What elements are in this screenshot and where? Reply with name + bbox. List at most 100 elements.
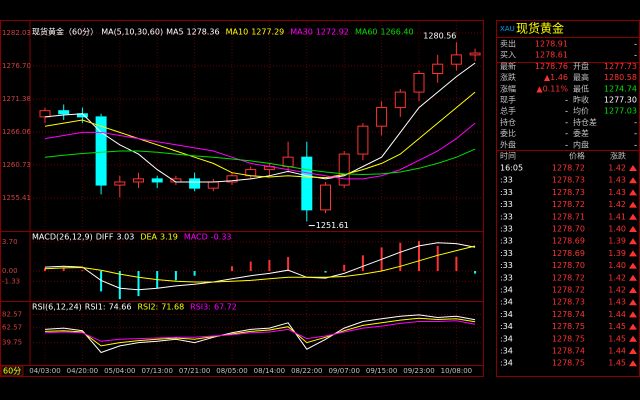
candle-body bbox=[394, 91, 406, 109]
trade-cell: :34 bbox=[500, 359, 513, 368]
trade-cell: :33 bbox=[500, 176, 513, 185]
trade-header: 时间 bbox=[500, 151, 516, 161]
quote-label: 持仓差 bbox=[573, 117, 597, 127]
candle-body bbox=[357, 125, 369, 155]
x-tick-label: 09/15:00 bbox=[366, 367, 397, 375]
legend-value: 3.19 bbox=[160, 233, 178, 242]
quote-label: 总手 bbox=[500, 106, 516, 116]
quote-value: - bbox=[565, 129, 568, 138]
up-arrow bbox=[629, 250, 637, 257]
trade-cell: 1.45 bbox=[608, 359, 626, 368]
legend-value: 3.03 bbox=[117, 233, 135, 242]
quote-label: 最低 bbox=[573, 83, 589, 93]
trade-cell: 1.44 bbox=[608, 310, 626, 319]
candle-body bbox=[133, 178, 144, 183]
up-arrow bbox=[629, 348, 637, 354]
trade-cell: 1.40 bbox=[608, 225, 626, 234]
quote-label: 现手 bbox=[500, 95, 516, 105]
up-arrow bbox=[629, 201, 637, 208]
y-tick-label: 62.57 bbox=[2, 324, 22, 332]
up-arrow bbox=[629, 238, 637, 245]
trade-cell: 1278.74 bbox=[552, 347, 585, 356]
x-tick-label: 07/13:00 bbox=[141, 367, 172, 375]
quote-label: 内盘 bbox=[573, 139, 589, 149]
x-tick-label: 08/14:00 bbox=[254, 367, 285, 375]
indicator-line bbox=[44, 320, 476, 342]
trade-cell: 1.41 bbox=[608, 212, 626, 221]
indicator-line bbox=[44, 242, 476, 291]
trade-cell: 1.42 bbox=[608, 200, 626, 209]
x-tick-label: 10/08:00 bbox=[441, 367, 472, 375]
trade-cell: :33 bbox=[500, 273, 513, 282]
trade-cell: 1.43 bbox=[608, 188, 626, 197]
trade-cell: :33 bbox=[500, 200, 513, 209]
quote-label: 卖出 bbox=[500, 39, 516, 49]
trade-cell: :34 bbox=[500, 347, 513, 356]
chart-title: 现货黄金（60分） bbox=[32, 27, 98, 37]
indicator-line bbox=[44, 62, 476, 183]
quote-value: 1278.91 bbox=[535, 40, 568, 49]
trade-cell: 1.45 bbox=[608, 334, 626, 343]
up-arrow bbox=[629, 335, 637, 342]
quote-label: 涨幅 bbox=[500, 83, 516, 93]
trade-cell: 1278.73 bbox=[552, 298, 585, 307]
quote-value: - bbox=[565, 140, 568, 149]
quote-value: - bbox=[634, 140, 637, 149]
quote-value: 1278.61 bbox=[535, 51, 568, 60]
quote-label: 开盘 bbox=[573, 61, 589, 71]
quote-value: 1277.03 bbox=[604, 107, 637, 116]
up-arrow bbox=[629, 274, 637, 281]
candle-body bbox=[450, 54, 462, 65]
up-arrow bbox=[629, 226, 637, 232]
period-label[interactable]: 60分 bbox=[3, 367, 21, 376]
x-tick-label: 08/05:00 bbox=[216, 367, 247, 375]
candle-body bbox=[432, 63, 444, 74]
candle-body bbox=[338, 153, 350, 186]
trade-cell: 1.39 bbox=[608, 237, 626, 246]
candle-body bbox=[95, 116, 107, 186]
quote-label: 均价 bbox=[573, 106, 589, 116]
quote-name: 现货黄金 bbox=[516, 21, 564, 36]
legend-name: DEA bbox=[140, 233, 157, 242]
candle-body bbox=[301, 156, 313, 211]
candle-body bbox=[376, 107, 388, 127]
y-tick-label: 82.57 bbox=[2, 310, 22, 318]
trade-cell: 1278.72 bbox=[552, 200, 585, 209]
legend-value: 74.66 bbox=[109, 303, 132, 312]
y-tick-label: 39.75 bbox=[2, 339, 22, 347]
y-tick-label: 1260.73 bbox=[2, 161, 31, 169]
trade-cell: 1278.72 bbox=[552, 273, 585, 282]
quote-label: 持仓 bbox=[500, 117, 516, 127]
trade-cell: 1.43 bbox=[608, 176, 626, 185]
candle-body bbox=[207, 181, 219, 189]
quote-value: - bbox=[634, 51, 637, 60]
trade-cell: 1278.75 bbox=[552, 322, 585, 331]
quote-value: - bbox=[634, 118, 637, 127]
quote-label: 涨跌 bbox=[500, 72, 516, 82]
trade-cell: 1278.73 bbox=[552, 176, 585, 185]
trade-cell: 1278.71 bbox=[552, 212, 585, 221]
quote-value: - bbox=[565, 96, 568, 105]
trade-header: 涨跌 bbox=[610, 151, 626, 161]
up-arrow bbox=[629, 262, 637, 269]
legend-name: DIFF bbox=[96, 233, 114, 242]
indicator-name: MA(5,10,30,60) bbox=[101, 28, 163, 37]
trade-cell: 1278.73 bbox=[552, 188, 585, 197]
trade-cell: 1.39 bbox=[608, 249, 626, 258]
trade-cell: :34 bbox=[500, 334, 513, 343]
trade-cell: 1.43 bbox=[608, 298, 626, 307]
up-arrow bbox=[629, 287, 637, 293]
legend-value: 1266.40 bbox=[381, 28, 414, 37]
legend-value: 71.68 bbox=[161, 303, 184, 312]
legend-value: 1277.29 bbox=[251, 28, 284, 37]
indicator-line bbox=[44, 91, 476, 179]
annotation: 1280.56 bbox=[423, 32, 456, 41]
x-tick-label: 07/21:00 bbox=[179, 367, 210, 375]
quote-value: ▲1.46 bbox=[544, 73, 568, 82]
indicator-line bbox=[44, 245, 476, 283]
quote-value: 1274.74 bbox=[604, 84, 637, 93]
up-arrow bbox=[629, 323, 637, 330]
candle-body bbox=[58, 110, 70, 115]
period-button[interactable] bbox=[0, 365, 24, 377]
trade-cell: 1.42 bbox=[608, 164, 626, 173]
